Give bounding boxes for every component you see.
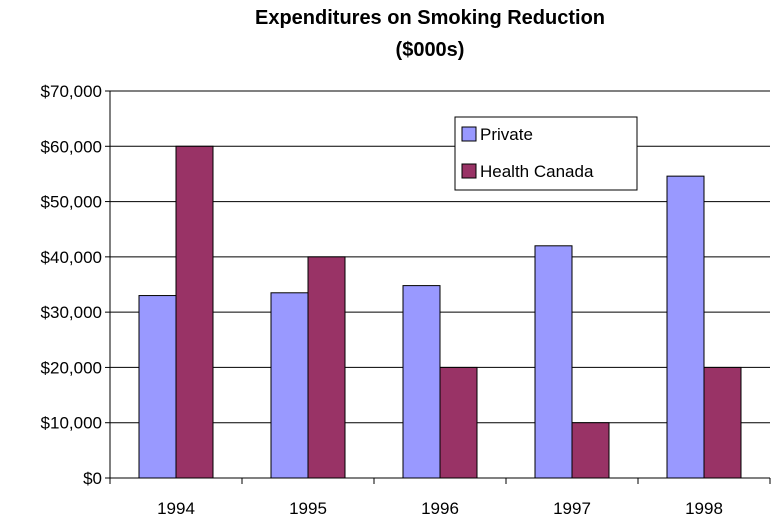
legend-swatch-health-canada [461,163,477,179]
legend-swatch-private [461,126,477,142]
x-tick-label: 1998 [685,499,723,518]
y-tick-label: $10,000 [41,414,102,433]
bar-health-canada-1998 [703,366,742,479]
y-tick-label: $0 [83,469,102,488]
bar-private-1996 [402,285,441,479]
legend-label-health-canada: Health Canada [480,162,594,181]
bar-private-1998 [666,175,705,479]
bar-health-canada-1996 [439,366,478,479]
bar-private-1995 [270,292,309,479]
y-tick-label: $70,000 [41,82,102,101]
bar-health-canada-1994 [175,145,214,479]
y-tick-label: $40,000 [41,248,102,267]
legend: Private Health Canada [454,116,638,191]
bar-health-canada-1995 [307,256,346,479]
bar-health-canada-1997 [571,422,610,479]
chart-title: Expenditures on Smoking Reduction [255,7,605,29]
y-axis-ticks: $0 $10,000 $20,000 $30,000 $40,000 $50,000 $60… [41,82,110,488]
x-axis-ticks: 1994 1995 1996 1997 1998 [109,478,771,518]
x-tick-label: 1996 [421,499,459,518]
bar-private-1997 [534,245,573,479]
axes [109,91,770,479]
bars [138,145,742,479]
chart-subtitle: ($000s) [396,39,465,61]
y-tick-label: $50,000 [41,193,102,212]
bar-private-1994 [138,295,177,479]
y-tick-label: $30,000 [41,303,102,322]
y-tick-label: $60,000 [41,137,102,156]
legend-box [454,116,638,191]
x-tick-label: 1995 [289,499,327,518]
x-tick-label: 1997 [553,499,591,518]
legend-label-private: Private [480,125,533,144]
x-tick-label: 1994 [157,499,195,518]
y-tick-label: $20,000 [41,358,102,377]
